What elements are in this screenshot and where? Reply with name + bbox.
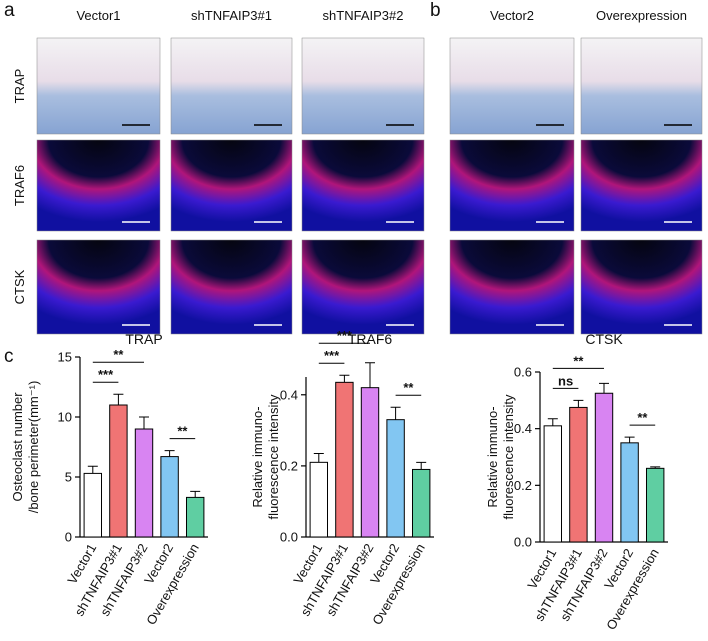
bar [160, 456, 179, 538]
error-bar [313, 452, 324, 463]
micrograph [301, 37, 425, 135]
micrograph [36, 139, 161, 232]
significance-label: ns [558, 373, 573, 388]
y-axis-label: Relative immuno- [250, 406, 265, 507]
bar [185, 496, 205, 538]
bar [543, 425, 563, 543]
error-bar [650, 466, 661, 469]
error-bar [113, 393, 124, 405]
bar [645, 467, 665, 543]
error-bar [390, 406, 401, 420]
row-label: CTSK [12, 269, 27, 304]
chart-title: CTSK [585, 331, 623, 347]
error-bar [547, 418, 558, 426]
significance-label: ** [637, 410, 648, 425]
bar [335, 381, 354, 538]
micrograph [170, 239, 293, 335]
error-bar [339, 374, 350, 383]
micrograph [449, 239, 575, 335]
significance-label: *** [98, 367, 114, 382]
y-tick-label: 0.2 [280, 458, 298, 473]
y-tick-label: 5 [65, 470, 72, 485]
micrograph [36, 239, 161, 335]
significance-label: ** [573, 353, 584, 368]
significance-label: ** [403, 380, 414, 395]
y-tick-label: 10 [58, 410, 72, 425]
micrograph [170, 139, 293, 232]
y-axis-label: Osteoclast number [10, 392, 25, 502]
bar [83, 472, 103, 538]
row-label: TRAF6 [12, 165, 27, 206]
y-axis-label: Relative immuno- [485, 406, 500, 507]
micrograph [449, 139, 575, 232]
micrograph [580, 239, 703, 335]
row-label: TRAP [12, 69, 27, 104]
y-tick-label: 0.4 [280, 387, 298, 402]
significance-label: ** [113, 347, 124, 362]
significance-label: ** [177, 424, 188, 439]
y-tick-label: 0.6 [514, 365, 532, 380]
panel-letter: b [430, 0, 441, 21]
error-bar [573, 399, 584, 408]
micrograph [580, 139, 703, 232]
column-label: Overexpression [596, 8, 687, 23]
panel-letter: c [4, 346, 14, 367]
column-label: Vector1 [76, 8, 120, 23]
panel-letter: a [4, 0, 15, 21]
micrograph [449, 37, 575, 135]
y-tick-label: 0.0 [280, 530, 298, 545]
y-tick-label: 15 [58, 350, 72, 365]
column-label: Vector2 [490, 8, 534, 23]
micrograph [170, 37, 293, 135]
chart-title: TRAP [125, 331, 162, 347]
bar [386, 419, 405, 538]
y-tick-label: 0.0 [514, 535, 532, 550]
error-bar [87, 465, 98, 474]
bar [134, 428, 154, 538]
bar [411, 468, 431, 538]
y-tick-label: 0 [65, 530, 72, 545]
y-axis-label: fluorescence intensity [266, 394, 281, 520]
significance-label: *** [337, 328, 353, 343]
chart-title: TRAF6 [348, 331, 393, 347]
significance-label: *** [324, 348, 340, 363]
column-label: shTNFAIP3#1 [191, 8, 272, 23]
error-bar [599, 382, 609, 394]
error-bar [416, 461, 427, 470]
bar [569, 406, 588, 543]
micrograph [36, 37, 161, 135]
micrograph [580, 37, 703, 135]
error-bar [139, 416, 149, 429]
column-label: shTNFAIP3#2 [323, 8, 404, 23]
y-axis-label: /bone perimeter(mm⁻¹) [26, 381, 41, 514]
error-bar [190, 490, 201, 498]
bar [594, 392, 614, 543]
y-tick-label: 0.2 [514, 478, 532, 493]
y-tick-label: 0.4 [514, 421, 532, 436]
error-bar [365, 362, 375, 388]
bar [620, 442, 639, 543]
bar [309, 461, 329, 538]
micrograph [301, 239, 425, 335]
error-bar [164, 450, 175, 457]
micrograph [301, 139, 425, 232]
bar [360, 387, 380, 538]
bar [109, 404, 128, 538]
y-axis-label: fluorescence intensity [501, 394, 516, 520]
error-bar [624, 436, 635, 443]
